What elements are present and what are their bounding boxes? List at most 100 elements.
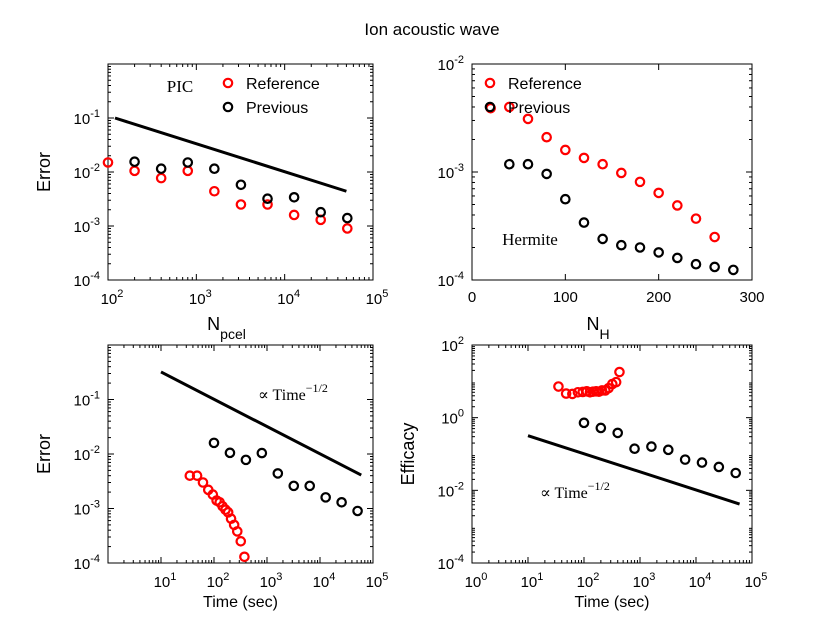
legend-marker: [222, 101, 234, 113]
data-point-previous: [713, 461, 725, 473]
data-point-previous: [662, 444, 674, 456]
x-tick-label: 102: [207, 571, 230, 591]
y-tick-label: 10-2: [74, 444, 100, 464]
x-axis-label: Time (sec): [203, 594, 278, 611]
data-point-previous: [209, 163, 220, 175]
data-point-previous: [288, 192, 300, 203]
data-point-reference: [155, 172, 167, 184]
data-point-previous: [320, 492, 331, 503]
data-point-previous: [504, 158, 515, 170]
x-tick-label: 104: [313, 571, 336, 591]
legend-marker: [222, 77, 234, 89]
data-point-reference: [614, 366, 625, 378]
y-tick-label: 100: [441, 408, 464, 428]
y-tick-label: 10-3: [74, 499, 100, 519]
chart-efficacy_vs_time: 100 101 102 103 104 105 10-4 10-2 100 102 Time (se…: [398, 335, 767, 611]
data-point-previous: [129, 156, 140, 168]
data-point-previous: [272, 468, 284, 479]
data-point-reference: [672, 200, 683, 211]
data-point-previous: [728, 264, 739, 276]
x-tick-label: 105: [745, 571, 768, 591]
x-tick-label: 103: [189, 288, 212, 308]
data-point-reference: [560, 144, 571, 156]
legend: Reference Previous: [222, 76, 320, 117]
data-point-reference: [597, 158, 608, 170]
y-tick-label: 10-4: [438, 553, 464, 573]
x-tick-label: 101: [154, 571, 177, 591]
data-point-previous: [342, 212, 353, 224]
y-tick-label: 10-4: [74, 270, 100, 290]
data-point-reference: [504, 101, 515, 113]
data-point-previous: [616, 239, 627, 251]
panel-annotation: Hermite: [502, 230, 558, 249]
legend-label: Reference: [246, 76, 320, 93]
data-point-previous: [208, 437, 220, 449]
x-axis-label: NH: [586, 314, 609, 342]
data-point-reference: [262, 199, 273, 210]
y-tick-label: 10-1: [74, 390, 100, 410]
slope-label: ∝ Time−1/2: [540, 479, 610, 502]
x-tick-label: 101: [521, 571, 544, 591]
chart-pic_error: 102 103 104 105 10-4 10-3 10-2 10-1 Npcel Error PI…: [34, 63, 389, 342]
y-tick-label: 10-4: [74, 553, 100, 573]
x-tick-label: 104: [277, 288, 300, 308]
data-point-previous: [612, 427, 624, 439]
data-point-previous: [235, 179, 247, 191]
data-point-previous: [646, 441, 657, 452]
data-point-previous: [653, 247, 664, 258]
data-point-reference: [522, 113, 534, 125]
x-tick-label: 105: [366, 571, 389, 591]
data-point-reference: [197, 477, 209, 488]
data-point-previous: [155, 163, 167, 175]
data-point-reference: [541, 131, 552, 143]
data-point-previous: [256, 447, 268, 459]
y-tick-label: 10-3: [74, 216, 100, 236]
x-tick-label: 100: [553, 289, 578, 306]
axes-frame: [107, 63, 374, 281]
chart-hermite_error: 0 100 200 300 10-4 10-3 10-2 NH Hermite Reference…: [438, 54, 765, 342]
data-point-previous: [597, 233, 608, 245]
data-point-previous: [634, 242, 646, 253]
x-tick-label: 105: [366, 288, 389, 308]
data-point-reference: [102, 157, 114, 168]
y-axis-label: Error: [34, 152, 54, 192]
data-point-reference: [567, 388, 578, 400]
panel-annotation: PIC: [167, 77, 193, 96]
x-tick-label: 103: [633, 571, 656, 591]
data-point-reference: [342, 223, 353, 234]
data-point-previous: [578, 217, 590, 228]
data-point-previous: [304, 480, 316, 492]
x-tick-label: 102: [577, 571, 600, 591]
data-point-reference: [239, 551, 250, 563]
y-tick-label: 102: [441, 335, 464, 355]
x-axis-label: Time (sec): [575, 594, 650, 611]
data-point-previous: [182, 157, 194, 168]
data-point-reference: [129, 165, 140, 177]
data-point-previous: [672, 252, 683, 264]
data-point-reference: [610, 376, 622, 388]
data-point-reference: [577, 386, 589, 398]
data-point-reference: [690, 213, 702, 224]
x-tick-label: 300: [739, 289, 764, 306]
y-tick-label: 10-2: [438, 54, 464, 74]
data-point-reference: [235, 199, 247, 210]
data-point-reference: [220, 504, 231, 516]
data-point-reference: [191, 470, 203, 481]
y-axis-label: Error: [34, 434, 54, 474]
chart-error_vs_time: 101 102 103 104 105 10-4 10-3 10-2 10-1 Time (sec…: [34, 344, 389, 611]
data-point-previous: [262, 193, 273, 205]
data-point-previous: [352, 505, 363, 517]
y-tick-label: 10-4: [438, 270, 464, 290]
data-point-previous: [578, 417, 590, 429]
legend-label: Previous: [508, 100, 570, 117]
x-tick-label: 200: [646, 289, 671, 306]
data-point-previous: [679, 454, 691, 465]
data-point-previous: [336, 496, 347, 508]
reference-slope-line: [160, 370, 362, 477]
figure-title: Ion acoustic wave: [364, 20, 499, 39]
slope-label: ∝ Time−1/2: [258, 381, 328, 404]
x-tick-label: 103: [260, 571, 283, 591]
data-point-reference: [182, 165, 194, 177]
y-tick-label: 10-2: [438, 480, 464, 500]
x-axis-label: Npcel: [207, 314, 246, 342]
